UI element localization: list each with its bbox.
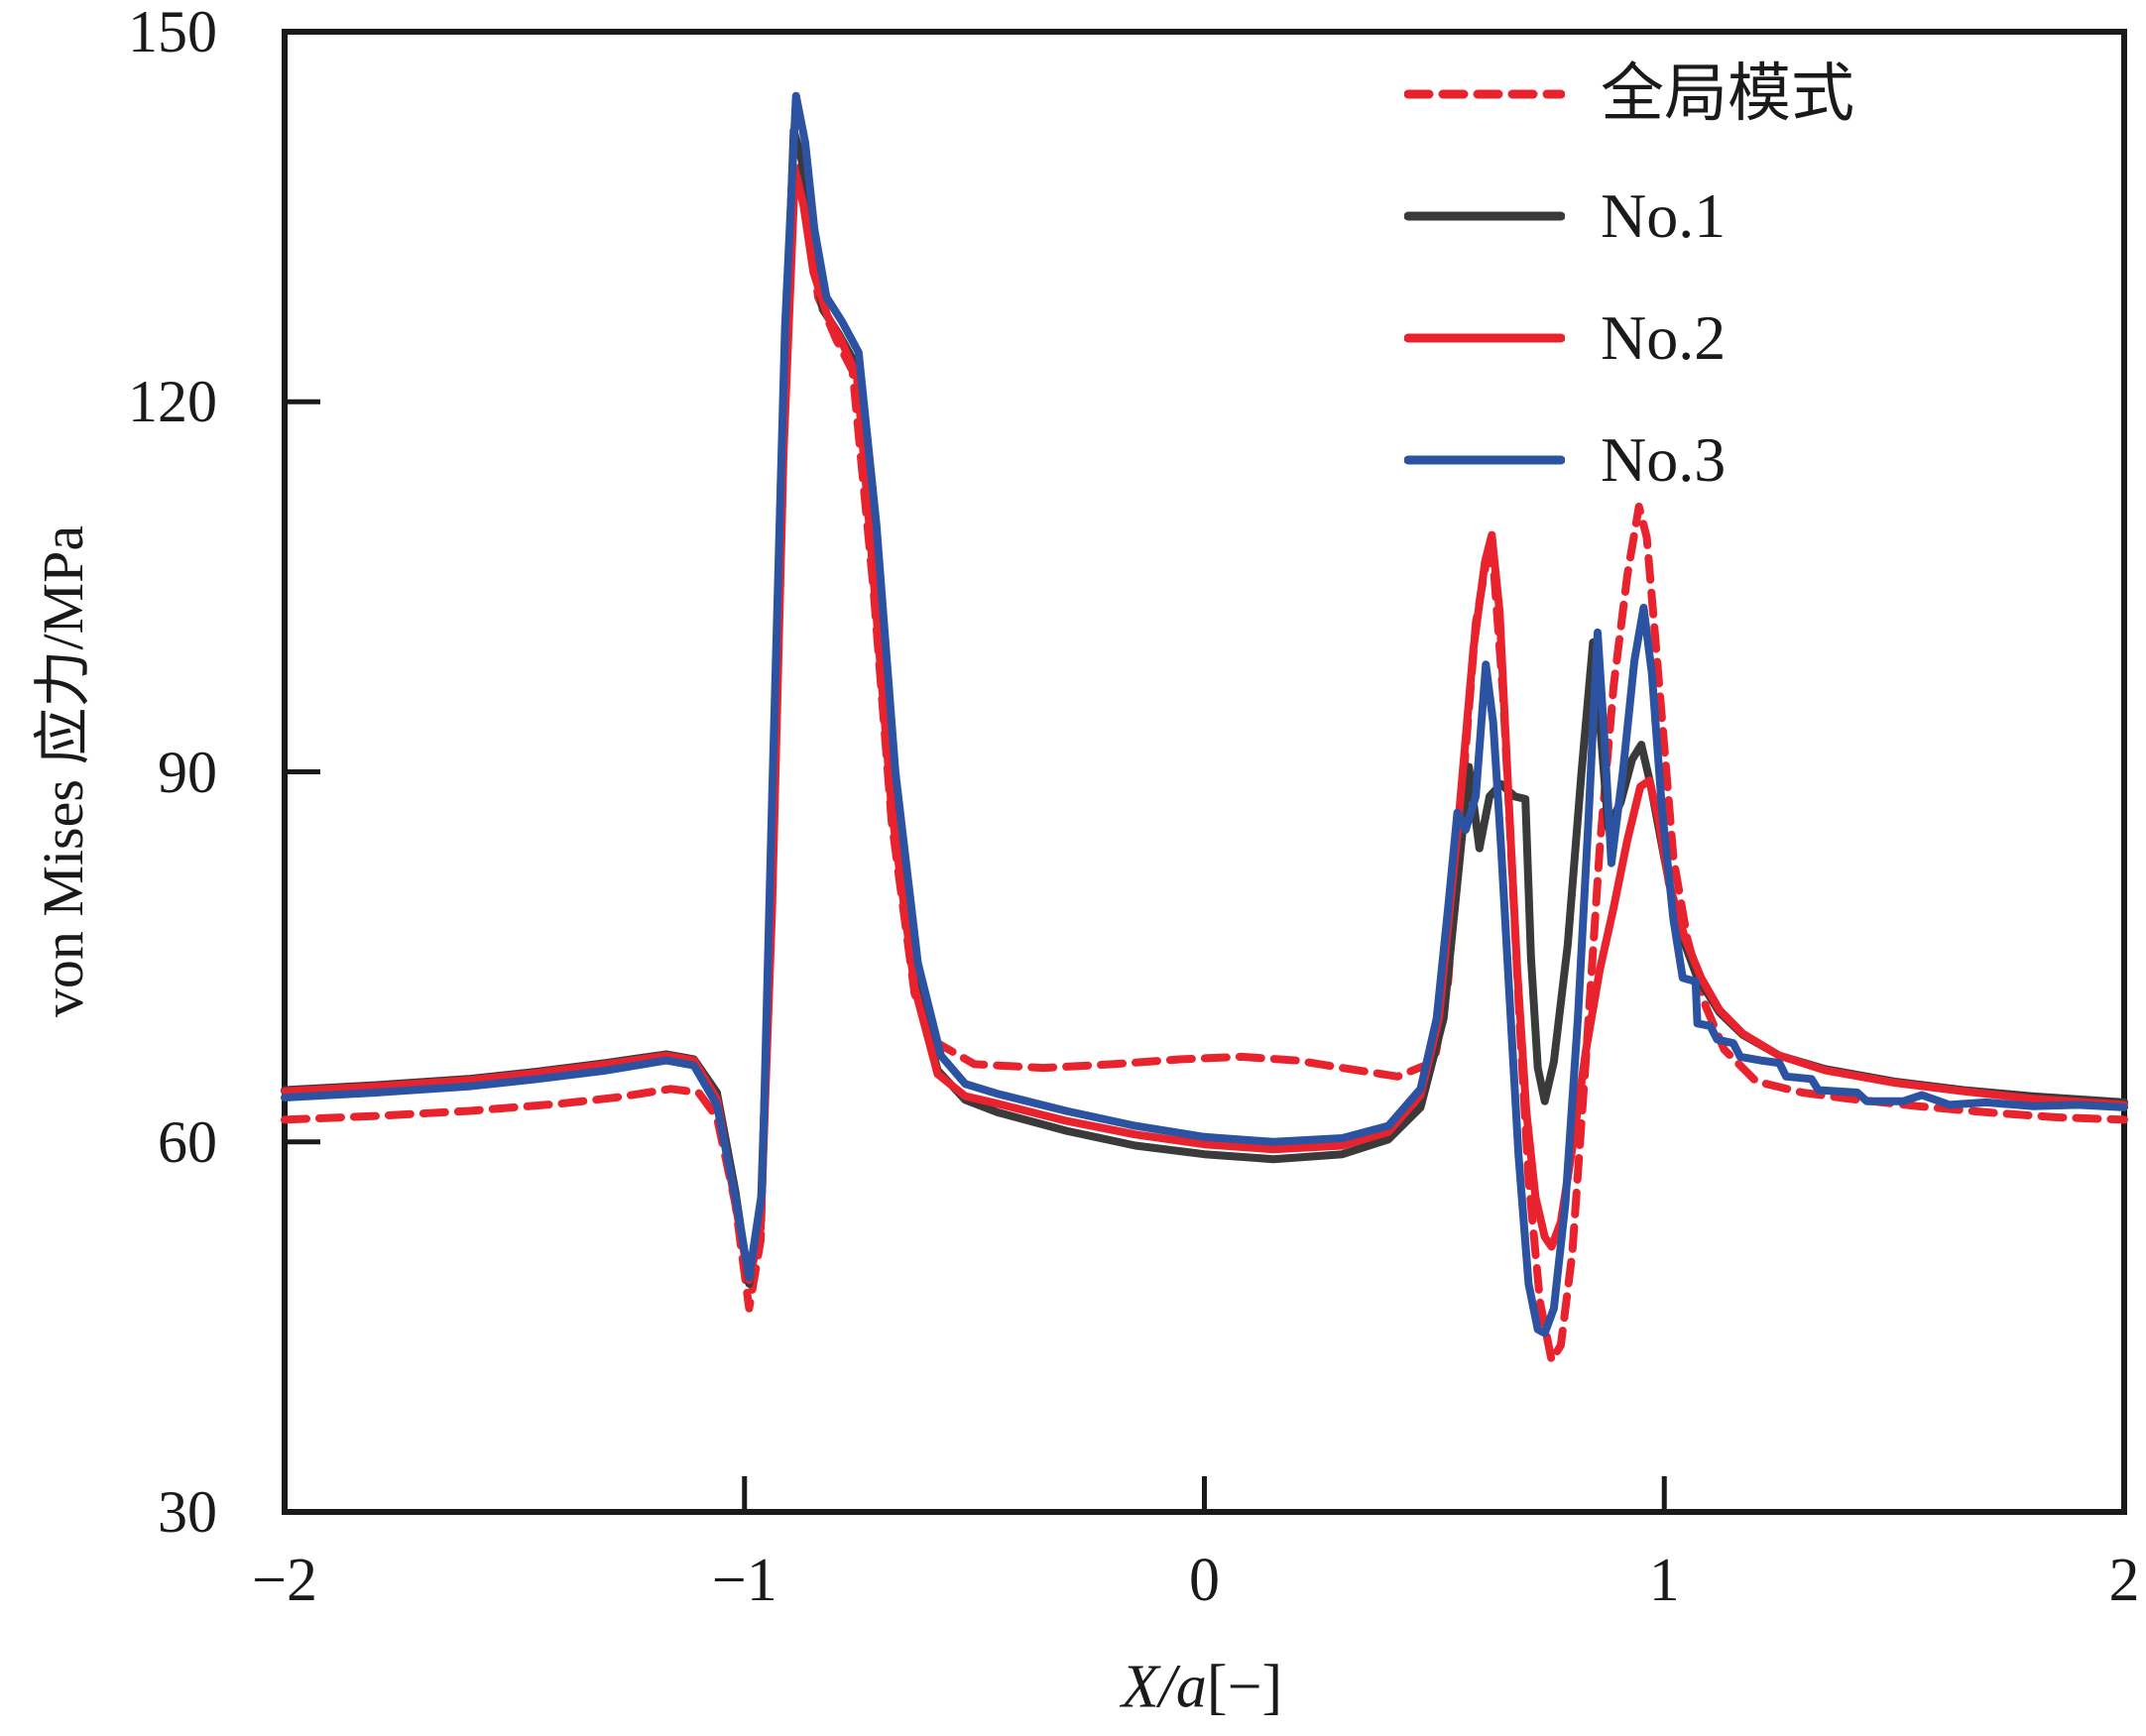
- x-tick-label-−2: −2: [252, 1547, 317, 1614]
- x-axis-title-main: X/a: [1121, 1653, 1207, 1721]
- legend-item-no3: No.3: [1404, 399, 1854, 521]
- x-tick-label-1: 1: [1648, 1547, 1680, 1614]
- y-tick-label-30: 30: [158, 1479, 217, 1545]
- legend-line-sample-no3: [1404, 455, 1565, 464]
- y-tick-label-90: 90: [158, 739, 217, 805]
- x-axis-title-unit: [−]: [1206, 1653, 1283, 1721]
- legend-label-no2: No.2: [1601, 301, 1727, 373]
- x-tick-label-−1: −1: [711, 1547, 777, 1614]
- legend-item-no1: No.1: [1404, 155, 1854, 277]
- series-line-no3: [281, 91, 2128, 1337]
- legend-label-no3: No.3: [1601, 423, 1727, 495]
- legend-item-no2: No.2: [1404, 277, 1854, 399]
- x-axis-title: X/a[−]: [1122, 1653, 1282, 1723]
- legend-line-sample-no1: [1404, 211, 1565, 220]
- x-tick-label-0: 0: [1189, 1547, 1220, 1614]
- legend-label-global-mode: 全局模式: [1601, 58, 1854, 129]
- legend-line-sample-no2: [1404, 333, 1565, 342]
- legend-item-global-mode: 全局模式: [1404, 33, 1854, 155]
- y-tick-label-60: 60: [158, 1108, 217, 1175]
- legend: 全局模式 No.1 No.2 No.3: [1404, 33, 1854, 521]
- x-tick-label-2: 2: [2108, 1547, 2140, 1614]
- legend-label-no1: No.1: [1601, 179, 1727, 251]
- y-tick-label-120: 120: [128, 369, 217, 435]
- y-tick-label-150: 150: [128, 0, 217, 64]
- legend-line-sample-global-mode: [1404, 89, 1565, 98]
